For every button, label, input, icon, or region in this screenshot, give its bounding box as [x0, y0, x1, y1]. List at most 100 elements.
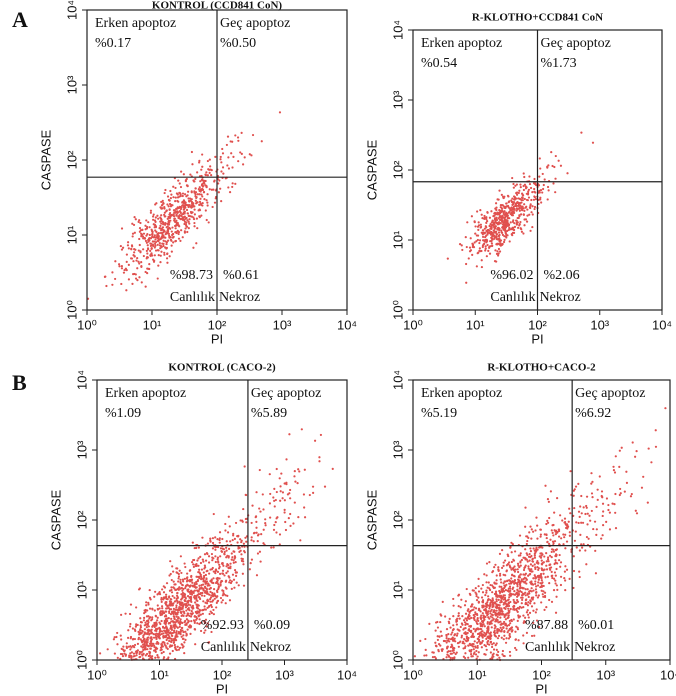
event-dot [165, 610, 168, 613]
event-dot [183, 593, 186, 597]
event-dot [452, 627, 455, 631]
event-dot [211, 591, 214, 595]
event-dot [303, 468, 306, 471]
event-dot [535, 546, 538, 549]
event-dot [517, 226, 520, 229]
event-dot [200, 568, 204, 571]
event-dot [184, 565, 187, 569]
event-dot [510, 560, 513, 564]
event-dot [484, 653, 487, 656]
event-dot [498, 574, 502, 577]
event-dot [220, 550, 223, 553]
event-dot [510, 626, 513, 630]
event-dot [150, 228, 153, 231]
event-dot [186, 572, 189, 575]
event-dot [500, 231, 503, 234]
event-dot [480, 614, 483, 617]
event-dot [194, 199, 197, 202]
event-dot [156, 243, 159, 246]
event-dot [230, 552, 233, 555]
event-dot [521, 596, 524, 599]
event-dot [498, 227, 501, 231]
event-dot [598, 475, 601, 478]
event-dot [434, 641, 437, 644]
event-dot [490, 221, 493, 224]
event-dot [543, 591, 547, 594]
event-dot [175, 633, 178, 636]
event-dot [476, 622, 479, 626]
event-dot [296, 482, 299, 485]
event-dot [568, 534, 571, 537]
event-dot [153, 246, 156, 249]
event-dot [531, 564, 534, 567]
event-dot [151, 240, 154, 243]
event-dot [190, 150, 194, 154]
event-dot [480, 623, 483, 626]
event-dot [530, 634, 534, 638]
event-dot [200, 168, 203, 171]
event-dot [194, 177, 197, 180]
event-dot [508, 596, 511, 599]
event-dot [477, 221, 480, 224]
event-dot [180, 635, 183, 638]
event-dot [214, 555, 217, 558]
event-dot [450, 652, 453, 655]
event-dot [509, 580, 512, 583]
event-dot [167, 606, 170, 610]
event-dot [137, 249, 140, 252]
y-tick-label: 10³ [390, 440, 405, 459]
event-dot [208, 572, 211, 575]
event-dot [498, 552, 502, 555]
event-dot [557, 159, 560, 162]
event-dot [165, 593, 168, 596]
event-dot [156, 619, 159, 622]
event-dot [232, 532, 235, 535]
event-dot [488, 623, 491, 626]
event-dot [522, 556, 525, 559]
event-dot [275, 467, 278, 471]
quadrant-value: %98.73 [170, 268, 213, 283]
event-dot [474, 607, 478, 610]
event-dot [174, 196, 177, 199]
event-dot [176, 587, 179, 591]
event-dot [172, 620, 175, 623]
event-dot [600, 495, 604, 498]
event-dot [240, 559, 244, 563]
event-dot [154, 646, 158, 649]
event-dot [175, 619, 178, 622]
event-dot [170, 239, 173, 242]
event-dot [496, 213, 499, 216]
event-dot [530, 537, 533, 540]
event-dot [529, 602, 532, 605]
event-dot [514, 602, 518, 605]
event-dot [216, 538, 219, 541]
event-dot [512, 566, 515, 569]
event-dot [591, 480, 594, 483]
event-dot [490, 242, 493, 245]
event-dot [580, 494, 583, 498]
event-dot [159, 206, 162, 209]
event-dot [255, 531, 258, 534]
event-dot [171, 232, 175, 236]
event-dot [551, 576, 554, 580]
event-dot [160, 645, 163, 648]
event-dot [199, 573, 202, 576]
event-dot [243, 156, 246, 159]
event-dot [212, 613, 215, 616]
event-dot [214, 568, 217, 571]
quadrant-name: Nekroz [574, 640, 615, 655]
event-dot [492, 642, 495, 645]
event-dot [473, 220, 476, 224]
event-dot [149, 598, 152, 601]
event-dot [453, 634, 456, 637]
event-dot [550, 548, 554, 551]
event-dot [174, 637, 177, 640]
event-dot [141, 235, 145, 238]
event-dot [312, 491, 315, 495]
event-dot [176, 207, 179, 210]
event-dot [229, 562, 232, 565]
event-dot [469, 237, 472, 240]
event-dot [478, 241, 481, 245]
event-dot [492, 648, 496, 651]
event-dot [179, 633, 182, 636]
